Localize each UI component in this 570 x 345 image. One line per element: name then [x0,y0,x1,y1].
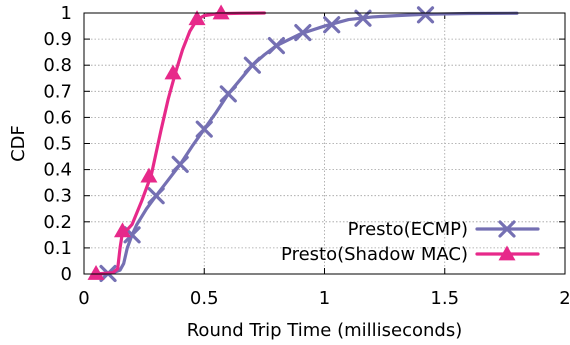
data-point [219,85,237,103]
plot-frame [83,12,566,275]
legend-item-0: Presto(ECMP) [348,219,540,240]
data-point [416,6,435,24]
data-point [147,187,165,205]
series-1 [87,4,266,280]
x-tick-label: 1 [319,288,330,309]
legend-marker [498,245,516,261]
y-tick-label: 0.3 [43,186,72,207]
y-tick-label: 0.6 [43,107,72,128]
data-point [113,222,131,238]
data-point [212,4,230,20]
y-tick-label: 0.9 [43,29,72,50]
data-point [164,64,182,80]
data-point [171,155,189,173]
data-point [188,10,206,26]
data-point [243,56,261,74]
axis-ticks: 0 0.1 0.2 0.3 0.4 0.5 0.6 0.7 0.8 0.9 1 0 0.5 1 1.5 2 [43,3,570,309]
series-0 [99,6,519,283]
y-tick-label: 0.8 [43,55,72,76]
series-line [94,11,266,276]
data-point [354,9,372,27]
series [87,4,519,283]
data-point [267,37,285,55]
legend-item-1: Presto(Shadow MAC) [281,244,540,265]
data-point [294,23,312,42]
y-tick-label: 1 [61,3,72,24]
y-tick-label: 0.5 [43,134,72,155]
x-tick-label: 1.5 [430,288,459,309]
legend: Presto(ECMP) Presto(Shadow MAC) [281,219,540,265]
x-tick-label: 2 [559,288,570,309]
x-tick-label: 0.5 [190,288,219,309]
legend-label: Presto(ECMP) [348,219,468,240]
y-axis-title: CDF [8,125,29,162]
grid [84,13,565,274]
x-axis-title: Round Trip Time (milliseconds) [187,320,463,341]
data-point [323,16,341,34]
legend-marker [498,220,516,238]
y-tick-label: 0.2 [43,212,72,233]
y-tick-label: 0.1 [43,238,72,259]
y-tick-label: 0.7 [43,81,72,102]
data-point [140,167,158,183]
legend-label: Presto(Shadow MAC) [281,244,468,265]
data-point [195,120,213,138]
x-tick-label: 0 [78,288,89,309]
data-point [87,264,105,280]
y-tick-label: 0 [61,264,72,285]
y-tick-label: 0.4 [43,160,72,181]
